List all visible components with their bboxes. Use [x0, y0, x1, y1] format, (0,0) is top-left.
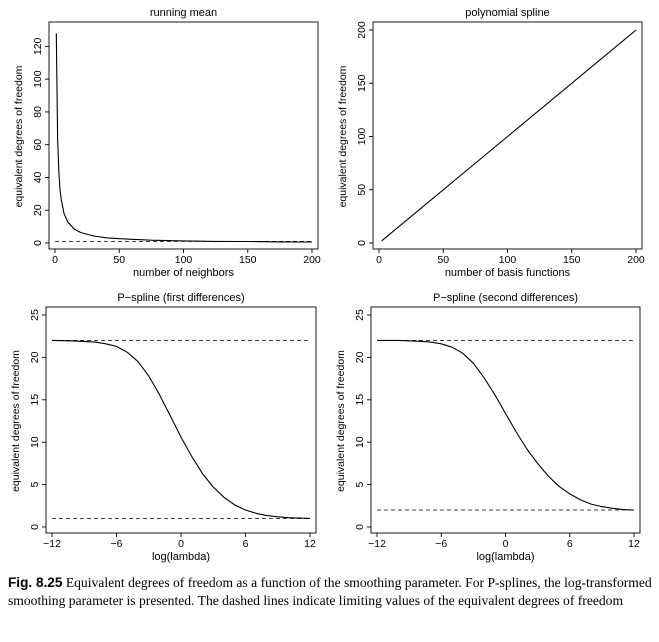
x-tick-label: 0 [503, 538, 509, 550]
chart-title: polynomial spline [465, 7, 549, 19]
x-tick-label: 100 [175, 254, 193, 266]
y-tick-label: 20 [29, 351, 41, 363]
y-tick-label: 15 [29, 394, 41, 406]
y-tick-label: 5 [354, 482, 366, 488]
x-tick-label: 12 [304, 538, 316, 550]
x-axis-label: log(lambda) [152, 551, 210, 563]
x-axis-label: number of neighbors [133, 267, 234, 279]
edf-curve [377, 339, 635, 511]
y-axis-label: equivalent degrees of freedom [335, 350, 347, 492]
x-tick-label: 200 [303, 254, 321, 266]
chart-title: P−spline (second differences) [433, 292, 578, 304]
y-tick-label: 10 [29, 436, 41, 448]
x-tick-label: 150 [563, 254, 581, 266]
x-axis-label: log(lambda) [476, 551, 534, 563]
x-tick-label: 0 [52, 254, 58, 266]
x-tick-label: 6 [567, 538, 573, 550]
edf-curve [51, 339, 311, 519]
y-tick-label: 100 [356, 128, 368, 146]
y-axis-label: equivalent degrees of freedom [13, 65, 25, 207]
panel-2: polynomial spline 0 50 100 150 200 number of b… [337, 7, 645, 279]
x-tick-label: 100 [499, 254, 517, 266]
y-tick-label: 60 [32, 139, 44, 151]
panel-4: P−spline (second differences) −12 −6 0 6 12 lo… [335, 292, 641, 563]
y-tick-label: 80 [32, 106, 44, 118]
figure-caption: Fig. 8.25 Equivalent degrees of freedom … [8, 574, 652, 610]
x-tick-label: 12 [628, 538, 640, 550]
y-tick-label: 50 [356, 184, 368, 196]
caption-text: Equivalent degrees of freedom as a funct… [8, 575, 652, 608]
plot-frame [48, 21, 319, 250]
y-tick-label: 5 [29, 482, 41, 488]
figure-label: Fig. 8.25 [8, 575, 63, 590]
y-axis-label: equivalent degrees of freedom [10, 350, 22, 492]
y-tick-label: 15 [354, 394, 366, 406]
y-tick-label: 25 [354, 309, 366, 321]
chart-title: running mean [150, 7, 217, 19]
y-tick-label: 20 [32, 204, 44, 216]
y-tick-label: 0 [32, 240, 44, 246]
x-tick-label: 6 [243, 538, 249, 550]
x-tick-label: −6 [435, 538, 447, 550]
edf-curve [55, 33, 313, 243]
x-tick-label: 0 [376, 254, 382, 266]
x-tick-label: −6 [111, 538, 123, 550]
x-tick-label: −12 [43, 538, 61, 550]
y-tick-label: 20 [354, 351, 366, 363]
y-tick-label: 0 [354, 524, 366, 530]
y-tick-label: 10 [354, 436, 366, 448]
x-tick-label: −12 [368, 538, 386, 550]
plot-frame [45, 306, 317, 534]
edf-curve [381, 29, 637, 242]
y-tick-label: 0 [356, 240, 368, 246]
x-tick-label: 150 [239, 254, 257, 266]
y-tick-label: 25 [29, 309, 41, 321]
panel-3: P−spline (first differences) −12 −6 0 6 12 log… [10, 292, 317, 563]
x-tick-label: 50 [437, 254, 449, 266]
y-tick-label: 150 [356, 74, 368, 92]
y-tick-label: 200 [356, 21, 368, 39]
y-tick-label: 100 [32, 70, 44, 88]
x-tick-label: 200 [627, 254, 645, 266]
x-axis-label: number of basis functions [445, 267, 571, 279]
x-tick-label: 50 [113, 254, 125, 266]
y-axis-label: equivalent degrees of freedom [337, 65, 349, 207]
y-tick-label: 40 [32, 171, 44, 183]
y-tick-label: 120 [32, 37, 44, 55]
chart-title: P−spline (first differences) [117, 292, 244, 304]
x-tick-label: 0 [178, 538, 184, 550]
y-tick-label: 0 [29, 524, 41, 530]
